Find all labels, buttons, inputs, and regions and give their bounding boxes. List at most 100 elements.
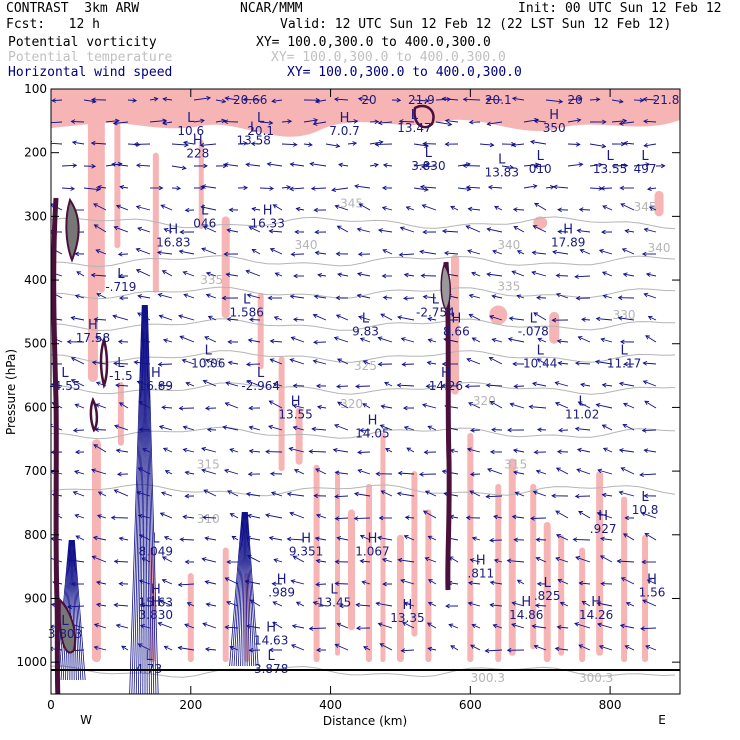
- wind-arrow: [293, 555, 305, 563]
- hl-value: 3.830: [139, 608, 173, 622]
- wind-arrow-head: [157, 383, 163, 388]
- wind-arrow-head: [226, 600, 231, 606]
- wind-arrow-head: [467, 601, 473, 607]
- wind-arrow-head: [486, 121, 492, 127]
- wind-arrow-head: [406, 447, 412, 452]
- wind-arrow-head: [112, 120, 118, 126]
- wind-arrow-head: [555, 556, 560, 562]
- wind-arrow-head: [486, 272, 491, 277]
- forecast-hour: Fcst: 12 h: [6, 17, 100, 32]
- wind-arrow: [149, 98, 158, 101]
- wind-arrow-head: [574, 494, 580, 499]
- wind-arrow-head: [357, 96, 363, 102]
- wind-arrow-head: [493, 558, 499, 564]
- wind-arrow: [75, 535, 85, 541]
- pv-streak: [425, 509, 432, 663]
- wind-arrow-head: [292, 383, 298, 389]
- wind-arrow: [75, 404, 85, 409]
- wind-arrow-head: [355, 384, 360, 389]
- wind-arrow-head: [485, 97, 491, 102]
- wind-arrow: [337, 358, 349, 365]
- pv-streak: [543, 522, 551, 663]
- wind-arrow: [92, 556, 107, 563]
- wind-arrow-head: [162, 120, 168, 126]
- wind-fan-line: [231, 511, 243, 667]
- wind-arrow-head: [312, 601, 318, 606]
- pv-streak: [549, 311, 560, 344]
- wind-arrow-head: [356, 227, 362, 232]
- wind-arrow: [493, 515, 503, 519]
- wind-arrow: [435, 121, 452, 126]
- wind-arrow: [530, 517, 547, 519]
- wind-arrow: [93, 203, 107, 211]
- wind-arrow: [183, 294, 195, 299]
- hl-value: 010: [529, 162, 552, 176]
- pv-low-contour: [58, 597, 76, 654]
- wind-arrow-head: [245, 362, 251, 367]
- wind-arrow: [185, 471, 195, 475]
- pv-contours: [51, 104, 452, 694]
- wind-arrow: [357, 228, 371, 233]
- wind-arrow: [270, 248, 283, 255]
- wind-arrow-head: [179, 537, 185, 542]
- wind-arrow-head: [333, 97, 339, 102]
- wind-arrow: [287, 493, 305, 497]
- hl-value: -1.5: [109, 369, 132, 383]
- pv-streak: [489, 305, 508, 325]
- wind-arrow: [471, 272, 481, 277]
- wind-arrow-head: [205, 271, 211, 277]
- wind-arrow-head: [493, 514, 498, 520]
- wind-arrow: [381, 405, 393, 409]
- wind-arrow-head: [642, 96, 648, 102]
- wind-fan-line: [135, 304, 144, 694]
- wind-arrow: [355, 385, 371, 387]
- wind-arrow-head: [529, 139, 535, 145]
- wind-arrow-head: [382, 249, 388, 254]
- wind-arrow: [376, 602, 393, 607]
- wind-arrow-head: [316, 404, 322, 410]
- wind-fan-line: [246, 511, 255, 667]
- wind-arrow: [472, 537, 481, 541]
- wind-fan-line: [140, 304, 145, 694]
- wind-arrow: [336, 385, 349, 388]
- hl-value: 8.049: [139, 544, 173, 558]
- wind-arrow-head: [469, 558, 475, 563]
- wind-arrow: [120, 186, 129, 189]
- hl-value: .811: [467, 567, 494, 581]
- theta-contour-line: [51, 286, 676, 300]
- wind-arrow: [363, 360, 371, 365]
- wind-arrow: [413, 99, 429, 102]
- wind-arrow: [363, 646, 371, 651]
- wind-arrow: [290, 295, 305, 299]
- wind-arrow-head: [93, 317, 99, 322]
- wind-arrow-head: [268, 120, 274, 126]
- wind-arrow-head: [73, 470, 79, 475]
- wind-arrow-head: [377, 361, 383, 367]
- hl-symbol: H: [168, 222, 178, 237]
- wind-arrow-head: [642, 599, 648, 604]
- wind-arrow: [291, 644, 305, 651]
- wind-arrow: [579, 208, 591, 211]
- wind-arrow-head: [361, 580, 367, 585]
- wind-arrow-head: [375, 471, 381, 477]
- y-tick-label: 800: [24, 528, 47, 542]
- wind-arrow: [404, 426, 415, 431]
- wind-arrow-head: [135, 205, 141, 210]
- wind-arrow: [420, 186, 437, 189]
- theta-label: 310: [197, 512, 220, 526]
- wind-arrow-head: [441, 228, 447, 234]
- wind-arrow: [270, 358, 283, 365]
- wind-arrow-head: [132, 98, 138, 103]
- wind-arrow-head: [537, 337, 543, 342]
- wind-arrow-head: [377, 120, 383, 126]
- wind-arrow: [259, 121, 273, 124]
- wind-arrow-head: [512, 361, 517, 367]
- wind-arrow-head: [660, 163, 666, 169]
- hl-symbol: L: [330, 582, 338, 597]
- wind-arrow-head: [617, 295, 623, 301]
- wind-arrow: [113, 362, 129, 365]
- wind-arrow-head: [51, 229, 54, 235]
- wind-arrow-head: [91, 468, 96, 473]
- wind-arrow: [468, 602, 481, 607]
- wind-arrow-head: [471, 623, 477, 629]
